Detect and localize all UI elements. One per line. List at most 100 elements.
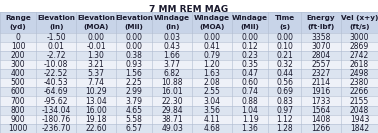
Text: 1.30: 1.30 <box>88 51 104 60</box>
Bar <box>36 124 76 133</box>
Bar <box>232 60 268 69</box>
Text: -180.76: -180.76 <box>42 115 71 124</box>
Text: Windage: Windage <box>232 15 268 21</box>
Text: -2.72: -2.72 <box>46 51 66 60</box>
Text: 49.03: 49.03 <box>161 124 183 133</box>
Text: 1.28: 1.28 <box>276 124 293 133</box>
Bar <box>36 78 76 87</box>
Bar <box>36 42 76 51</box>
Bar <box>36 12 76 33</box>
Bar <box>232 78 268 87</box>
Text: 1916: 1916 <box>311 87 331 96</box>
Bar <box>152 106 192 115</box>
Bar <box>152 33 192 42</box>
Bar <box>268 42 301 51</box>
Bar <box>192 51 232 60</box>
Bar <box>301 78 341 87</box>
Bar <box>341 115 378 124</box>
Bar <box>232 124 268 133</box>
Text: 2.55: 2.55 <box>204 87 220 96</box>
Bar <box>0 60 36 69</box>
Bar <box>36 106 76 115</box>
Text: 29.84: 29.84 <box>161 106 183 115</box>
Text: 4.65: 4.65 <box>125 106 143 115</box>
Text: 1.12: 1.12 <box>276 115 293 124</box>
Bar <box>268 60 301 69</box>
Bar <box>152 60 192 69</box>
Text: 3358: 3358 <box>311 33 331 42</box>
Bar <box>76 78 116 87</box>
Text: 1943: 1943 <box>350 115 369 124</box>
Text: 19.18: 19.18 <box>85 115 107 124</box>
Text: 6.82: 6.82 <box>164 69 181 78</box>
Bar <box>301 51 341 60</box>
Bar <box>232 87 268 96</box>
Bar <box>76 42 116 51</box>
Bar <box>192 78 232 87</box>
Text: 800: 800 <box>11 106 25 115</box>
Bar <box>152 51 192 60</box>
Text: 3070: 3070 <box>311 42 331 51</box>
Text: 3.79: 3.79 <box>125 97 143 106</box>
Text: 700: 700 <box>11 97 25 106</box>
Bar <box>0 87 36 96</box>
Text: 2804: 2804 <box>311 51 331 60</box>
Text: -236.70: -236.70 <box>42 124 71 133</box>
Text: (in): (in) <box>165 24 180 30</box>
Bar <box>116 115 152 124</box>
Text: 0.00: 0.00 <box>276 33 293 42</box>
Text: 0.21: 0.21 <box>276 51 293 60</box>
Text: (yd): (yd) <box>10 24 26 30</box>
Text: 5.37: 5.37 <box>88 69 105 78</box>
Bar <box>76 124 116 133</box>
Bar <box>0 115 36 124</box>
Text: 2327: 2327 <box>311 69 331 78</box>
Text: 1.63: 1.63 <box>204 69 220 78</box>
Bar <box>268 87 301 96</box>
Text: -40.53: -40.53 <box>44 78 68 87</box>
Bar <box>152 12 192 33</box>
Text: 13.04: 13.04 <box>85 97 107 106</box>
Text: 16.01: 16.01 <box>161 87 183 96</box>
Bar <box>268 51 301 60</box>
Bar <box>152 42 192 51</box>
Text: 0.38: 0.38 <box>125 51 143 60</box>
Bar <box>301 12 341 33</box>
Text: 0.60: 0.60 <box>242 78 259 87</box>
Text: 6.57: 6.57 <box>125 124 143 133</box>
Text: 0.43: 0.43 <box>164 42 181 51</box>
Text: 0.44: 0.44 <box>276 69 293 78</box>
Text: 0.23: 0.23 <box>242 51 259 60</box>
Bar <box>341 87 378 96</box>
Bar <box>152 115 192 124</box>
Bar <box>0 96 36 106</box>
Text: 0.97: 0.97 <box>276 106 293 115</box>
Text: 0.74: 0.74 <box>242 87 259 96</box>
Bar <box>232 42 268 51</box>
Text: 16.00: 16.00 <box>85 106 107 115</box>
Bar <box>268 115 301 124</box>
Text: 2.99: 2.99 <box>125 87 143 96</box>
Text: 38.71: 38.71 <box>161 115 183 124</box>
Text: -0.01: -0.01 <box>86 42 106 51</box>
Bar <box>152 96 192 106</box>
Bar <box>116 60 152 69</box>
Text: 0.83: 0.83 <box>276 97 293 106</box>
Bar <box>76 12 116 33</box>
Text: 900: 900 <box>11 115 25 124</box>
Text: 2380: 2380 <box>350 78 369 87</box>
Bar <box>301 124 341 133</box>
Text: Range: Range <box>5 15 31 21</box>
Text: 2742: 2742 <box>350 51 369 60</box>
Bar <box>76 33 116 42</box>
Bar <box>116 124 152 133</box>
Text: 0.00: 0.00 <box>125 42 143 51</box>
Bar <box>268 69 301 78</box>
Bar <box>341 12 378 33</box>
Text: -22.52: -22.52 <box>44 69 68 78</box>
Text: 500: 500 <box>11 78 25 87</box>
Text: 0.10: 0.10 <box>276 42 293 51</box>
Text: 2557: 2557 <box>311 60 331 69</box>
Bar <box>36 96 76 106</box>
Text: 2618: 2618 <box>350 60 369 69</box>
